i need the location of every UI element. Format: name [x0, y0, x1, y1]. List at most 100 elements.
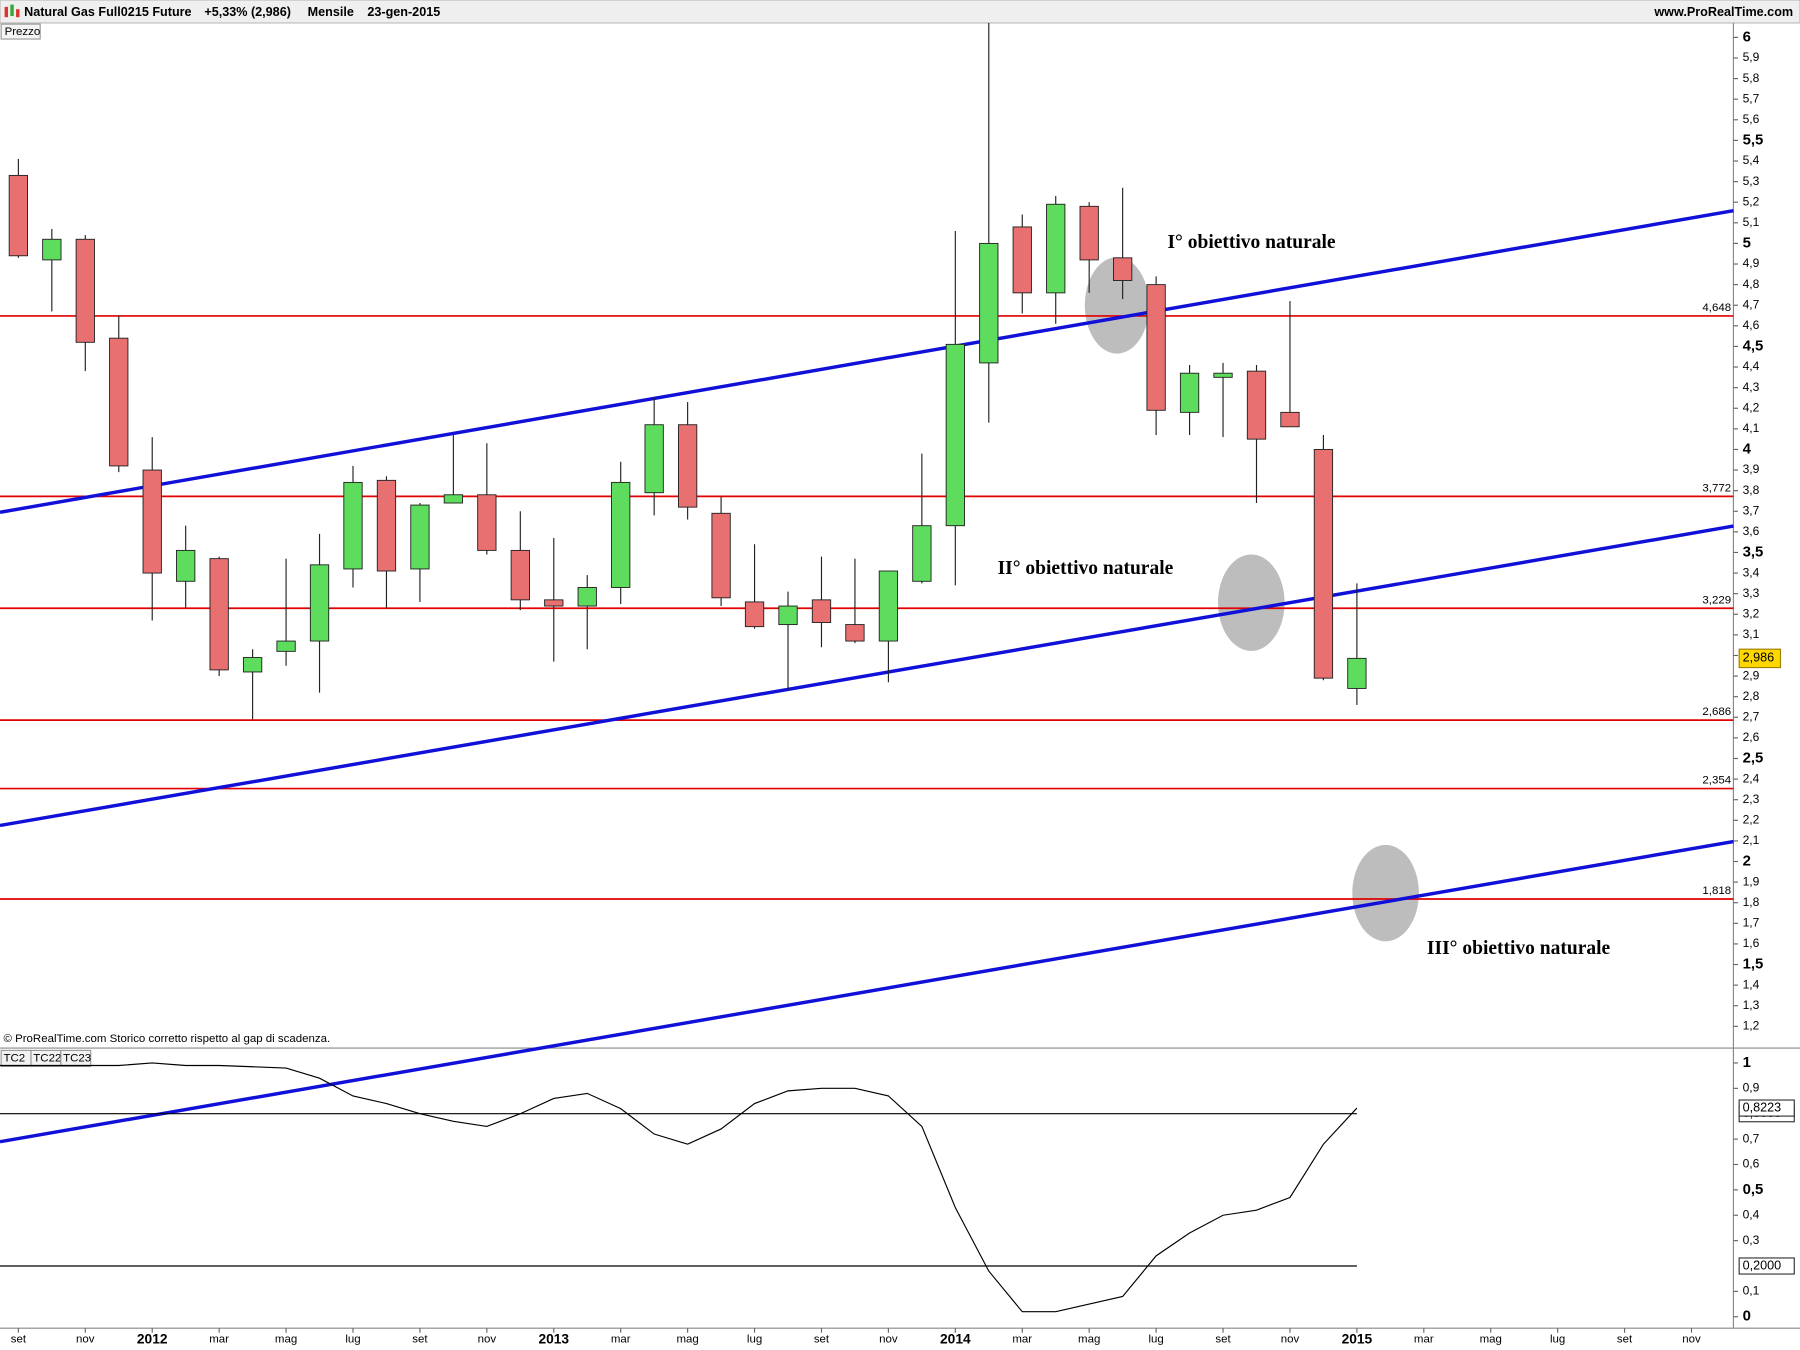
candle-body [343, 481, 363, 570]
y-tick-label: 2,8 [1743, 689, 1760, 703]
last-value: 2,986 [1743, 651, 1775, 665]
candle-body [142, 469, 162, 574]
tab-label: TC2 [3, 1052, 25, 1064]
y-tick-label: 0,3 [1743, 1233, 1760, 1247]
annotation: I° obiettivo naturale [1167, 232, 1335, 253]
y-tick-label: 5,7 [1743, 91, 1760, 105]
y-tick-label: 5,8 [1743, 71, 1760, 85]
candle-body [811, 599, 832, 623]
y-tick-label: 4,3 [1743, 380, 1760, 394]
y-tick-label: 4,9 [1743, 256, 1760, 270]
x-tick-label: mar [611, 1334, 631, 1346]
y-tick-label: 0,9 [1743, 1081, 1760, 1095]
x-tick-label: lug [345, 1334, 360, 1346]
candle-body [1246, 370, 1267, 440]
candle-body [477, 494, 497, 551]
y-tick-label: 5,2 [1743, 194, 1760, 208]
y-tick-label: 3,9 [1743, 462, 1760, 476]
candle-body [544, 599, 564, 607]
trendline [0, 208, 1734, 514]
y-tick-label: 3,5 [1743, 543, 1764, 560]
header-date: 23-gen-2015 [367, 5, 440, 19]
x-tick-label: nov [1281, 1334, 1300, 1346]
candle-body [744, 601, 765, 628]
y-tick-label: 3,4 [1743, 565, 1760, 579]
y-tick-label: 4,2 [1743, 400, 1760, 414]
candle-body [644, 424, 664, 494]
tab-label: TC23 [63, 1052, 91, 1064]
y-tick-label: 5,5 [1743, 131, 1764, 148]
y-tick-label: 6 [1743, 28, 1751, 45]
x-tick-label: lug [1550, 1334, 1565, 1346]
target-zone [1217, 554, 1285, 651]
x-tick-label: 2013 [538, 1331, 569, 1346]
x-tick-label: set [1215, 1334, 1231, 1346]
candle-body [42, 238, 62, 261]
x-tick-label: mar [1012, 1334, 1032, 1346]
level-label: 2,686 [1702, 706, 1731, 718]
level-label: 3,772 [1702, 482, 1731, 494]
candle-body [209, 558, 229, 671]
candle-body [1146, 284, 1166, 411]
last-value-box [1738, 1099, 1795, 1117]
trendline [0, 839, 1734, 1144]
candle-body [109, 337, 129, 467]
y-tick-label: 3,7 [1743, 503, 1760, 517]
candle-body [912, 525, 932, 582]
candle-body [577, 587, 597, 607]
candle-body [979, 242, 999, 364]
candle-body [309, 564, 330, 642]
level-label: 3,229 [1702, 594, 1731, 606]
x-tick-label: set [1617, 1334, 1633, 1346]
y-tick-label: 2,3 [1743, 792, 1760, 806]
candle-body [75, 238, 95, 343]
header-title: Natural Gas Full0215 Future [24, 5, 191, 19]
last-value-box [1738, 648, 1782, 669]
y-tick-label: 2,6 [1743, 730, 1760, 744]
y-tick-label: 1,7 [1743, 916, 1760, 930]
y-tick-label: 4,7 [1743, 297, 1760, 311]
y-tick-label: 2,1 [1743, 833, 1760, 847]
level-label: 1,818 [1702, 885, 1731, 897]
y-tick-label: 3,8 [1743, 483, 1760, 497]
header-icon [4, 4, 20, 18]
tab-label: TC22 [33, 1052, 61, 1064]
candle-body [1313, 448, 1334, 679]
y-tick-label: 5 [1743, 234, 1751, 251]
y-tick-label: 0,4 [1743, 1207, 1760, 1221]
candle-body [1113, 257, 1133, 281]
x-tick-label: mag [676, 1334, 698, 1346]
x-tick-label: nov [1682, 1334, 1701, 1346]
y-tick-label: 5,3 [1743, 174, 1760, 188]
candle-body [611, 481, 631, 588]
y-tick-label: 4,8 [1743, 277, 1760, 291]
x-tick-label: mar [1414, 1334, 1434, 1346]
y-tick-label: 0,6 [1743, 1157, 1760, 1171]
candle-body [276, 640, 296, 652]
y-tick-label: 2,5 [1743, 749, 1764, 766]
target-zone [1352, 844, 1419, 942]
y-tick-label: 2,9 [1743, 668, 1760, 682]
candle-body [845, 624, 865, 642]
level-label: 4,648 [1702, 302, 1731, 314]
y-tick-label: 2 [1743, 852, 1751, 869]
y-tick-label: 4 [1743, 440, 1752, 457]
x-tick-label: set [412, 1334, 428, 1346]
x-tick-label: nov [478, 1334, 497, 1346]
candle-body [8, 174, 29, 257]
candle-body [510, 549, 530, 601]
y-tick-label: 0,1 [1743, 1284, 1760, 1298]
y-tick-label: 0,5 [1743, 1181, 1764, 1198]
y-tick-label: 2,2 [1743, 812, 1760, 826]
y-tick-label: 5,9 [1743, 50, 1760, 64]
x-tick-label: 2012 [137, 1331, 168, 1346]
x-tick-label: lug [1148, 1334, 1163, 1346]
x-tick-label: 2014 [940, 1331, 971, 1346]
x-tick-label: set [814, 1334, 830, 1346]
y-tick-label: 3,6 [1743, 524, 1760, 538]
level-label-box [1738, 1257, 1795, 1275]
x-tick-label: lug [747, 1334, 762, 1346]
